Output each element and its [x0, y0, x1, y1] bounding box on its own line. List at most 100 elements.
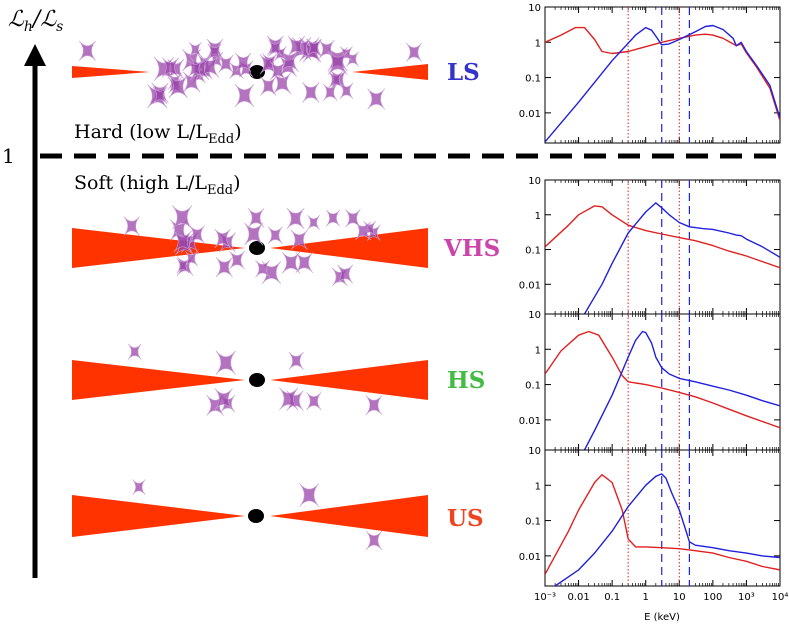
vhs-disk-geometry: [72, 205, 428, 287]
y-tick-label: 0.01: [519, 280, 541, 291]
corona-puff: [367, 88, 386, 110]
y-axis: [24, 44, 46, 578]
state-label-hs: HS: [447, 367, 485, 394]
x-tick-label: 0.1: [604, 592, 620, 603]
x-tick-label: 10⁻³: [534, 592, 556, 603]
spectra-panels: 10 1 0.1 0.01 10 1 0.1 0.01 10 1 0.1 0.01 10 1 0.1 0.01: [519, 3, 781, 587]
corona-puff: [234, 83, 255, 107]
black-hole: [249, 241, 265, 255]
x-tick-label: 1: [643, 592, 649, 603]
comptonized-spectrum-line: [583, 330, 780, 450]
x-tick-label: 10³: [738, 592, 755, 603]
disk-left: [72, 495, 245, 537]
corona-puff: [123, 216, 140, 236]
corona-puffs: [279, 387, 322, 411]
y-axis-label: ℒh/ℒs: [8, 7, 63, 35]
disk-left: [72, 360, 245, 400]
y-tick-label: 1: [535, 211, 541, 222]
corona-puffs: [367, 88, 386, 110]
y-tick-label: 1: [535, 481, 541, 492]
corona-puffs: [366, 530, 383, 550]
disk-spectrum-line: [545, 474, 780, 575]
corona-puff: [260, 76, 277, 96]
corona-puff: [306, 392, 322, 411]
corona-puffs: [127, 343, 142, 360]
panel-frame: [544, 6, 781, 144]
y-tick-label: 1: [535, 345, 541, 356]
y-tick-label: 10: [528, 176, 541, 187]
state-label-ls: LS: [447, 59, 480, 86]
corona-puff: [189, 225, 205, 244]
corona-puffs: [288, 351, 304, 370]
soft-label: Soft (high L/LEdd): [74, 172, 241, 198]
y-tick-label: 0.1: [525, 246, 541, 257]
disk-left: [72, 228, 245, 268]
threshold-value: 1: [2, 144, 15, 168]
x-tick-label: 0.01: [567, 592, 589, 603]
corona-puff: [244, 222, 264, 246]
corona-puff: [325, 209, 341, 227]
corona-puffs: [255, 251, 354, 287]
spectrum-panel-vhs: 10 1 0.1 0.01: [519, 176, 781, 315]
y-tick-label: 0.1: [525, 517, 541, 528]
y-tick-label: 10: [528, 310, 541, 321]
disk-right: [270, 228, 428, 268]
disk-right: [270, 360, 428, 400]
corona-puff: [261, 261, 282, 285]
disk-left: [72, 66, 150, 78]
disk-spectrum-line: [545, 330, 780, 429]
corona-puff: [127, 343, 142, 360]
corona-puff: [79, 40, 96, 61]
panel-frame: [544, 449, 781, 587]
corona-puff: [215, 257, 233, 278]
corona-puff: [302, 82, 320, 103]
comptonized-spectrum-line: [545, 24, 780, 143]
corona-puff: [290, 229, 308, 250]
corona-puff: [288, 351, 304, 370]
corona-puff: [229, 250, 245, 270]
y-tick-label: 1: [535, 38, 541, 49]
corona-puff: [176, 258, 190, 274]
x-tick-label: 100: [703, 592, 722, 603]
y-tick-label: 0.1: [525, 381, 541, 392]
panel-frame: [544, 179, 781, 315]
corona-puff: [235, 52, 252, 72]
corona-puffs: [299, 483, 320, 507]
hs-disk-geometry: [72, 343, 428, 416]
spectrum-panel-us: 10 1 0.1 0.01: [519, 446, 781, 587]
corona-puff: [345, 209, 361, 228]
corona-puffs: [247, 207, 381, 250]
y-tick-label: 10: [528, 3, 541, 14]
corona-puff: [307, 214, 320, 230]
corona-puffs: [206, 388, 236, 416]
corona-puff: [215, 350, 236, 375]
x-tick-labels: 10⁻³ 0.01 0.1 1 10 100 10³ 10⁴: [534, 592, 788, 603]
corona-puff: [281, 251, 301, 274]
corona-puff: [295, 252, 314, 274]
panel-frame: [544, 313, 781, 451]
corona-puffs: [176, 250, 245, 278]
black-hole: [249, 65, 265, 79]
state-label-us: US: [447, 505, 484, 532]
corona-puff: [366, 530, 383, 550]
corona-puff: [286, 207, 305, 230]
corona-puff: [247, 208, 265, 228]
corona-puffs: [132, 479, 146, 495]
y-tick-label: 0.1: [525, 74, 541, 85]
black-hole: [248, 509, 264, 523]
corona-puff: [132, 479, 146, 495]
disk-spectrum-line: [545, 26, 780, 121]
us-disk-geometry: [72, 479, 428, 550]
corona-puff: [267, 226, 283, 245]
corona-puff: [214, 228, 231, 249]
state-label-vhs: VHS: [443, 235, 500, 262]
spectrum-panel-hs: 10 1 0.1 0.01: [519, 310, 781, 451]
corona-puff: [323, 83, 338, 101]
corona-puff: [255, 260, 270, 278]
y-tick-label: 0.01: [519, 109, 541, 120]
corona-puffs: [215, 350, 236, 375]
disk-right: [352, 64, 428, 80]
corona-puffs: [123, 205, 264, 256]
corona-puffs: [79, 40, 96, 61]
